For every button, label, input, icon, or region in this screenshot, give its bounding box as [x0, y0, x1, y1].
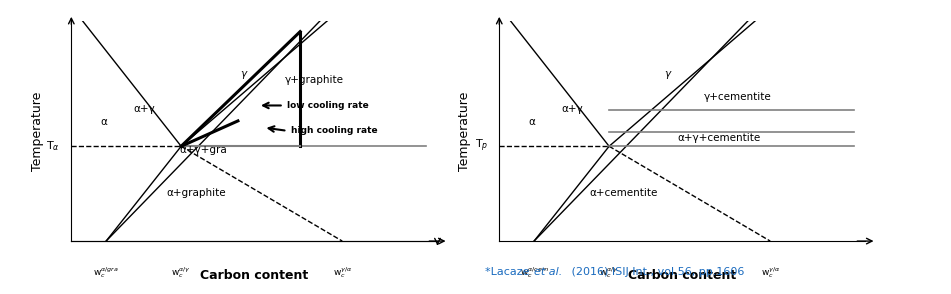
Text: γ: γ: [241, 69, 246, 78]
Text: γ+graphite: γ+graphite: [285, 75, 344, 85]
Text: *Lacaze: *Lacaze: [485, 267, 533, 277]
Text: w$_c^{\alpha/\gamma}$: w$_c^{\alpha/\gamma}$: [599, 265, 619, 280]
Y-axis label: Temperature: Temperature: [458, 91, 472, 171]
Text: α+graphite: α+graphite: [166, 188, 225, 198]
Text: α+γ: α+γ: [562, 104, 583, 114]
Text: (2016) ISIJ Int., vol.56, pp.1606: (2016) ISIJ Int., vol.56, pp.1606: [568, 267, 744, 277]
Text: α: α: [529, 117, 535, 127]
Text: T$_p$: T$_p$: [475, 138, 488, 154]
Text: w$_c^{\alpha/cem}$: w$_c^{\alpha/cem}$: [519, 265, 549, 280]
Text: w$_c^{\gamma/\alpha}$: w$_c^{\gamma/\alpha}$: [333, 265, 352, 280]
Text: et al.: et al.: [534, 267, 563, 277]
X-axis label: Carbon content: Carbon content: [629, 269, 736, 282]
Text: T$_\alpha$: T$_\alpha$: [47, 139, 60, 153]
Text: γ+cementite: γ+cementite: [704, 92, 771, 102]
Text: w$_c^{\alpha/\gamma}$: w$_c^{\alpha/\gamma}$: [171, 265, 191, 280]
Text: high cooling rate: high cooling rate: [291, 126, 378, 135]
Text: α+γ+cementite: α+γ+cementite: [677, 133, 761, 143]
Text: w$_c^{\alpha/gra}$: w$_c^{\alpha/gra}$: [93, 265, 119, 280]
Text: α+cementite: α+cementite: [590, 188, 658, 198]
Y-axis label: Temperature: Temperature: [30, 91, 44, 171]
Text: γ: γ: [665, 69, 670, 78]
Text: α+γ: α+γ: [134, 104, 155, 114]
X-axis label: Carbon content: Carbon content: [201, 269, 308, 282]
Text: α+γ+gra: α+γ+gra: [179, 145, 227, 155]
Text: α: α: [101, 117, 107, 127]
Text: low cooling rate: low cooling rate: [287, 101, 369, 110]
Text: w$_c^{\gamma/\alpha}$: w$_c^{\gamma/\alpha}$: [761, 265, 780, 280]
